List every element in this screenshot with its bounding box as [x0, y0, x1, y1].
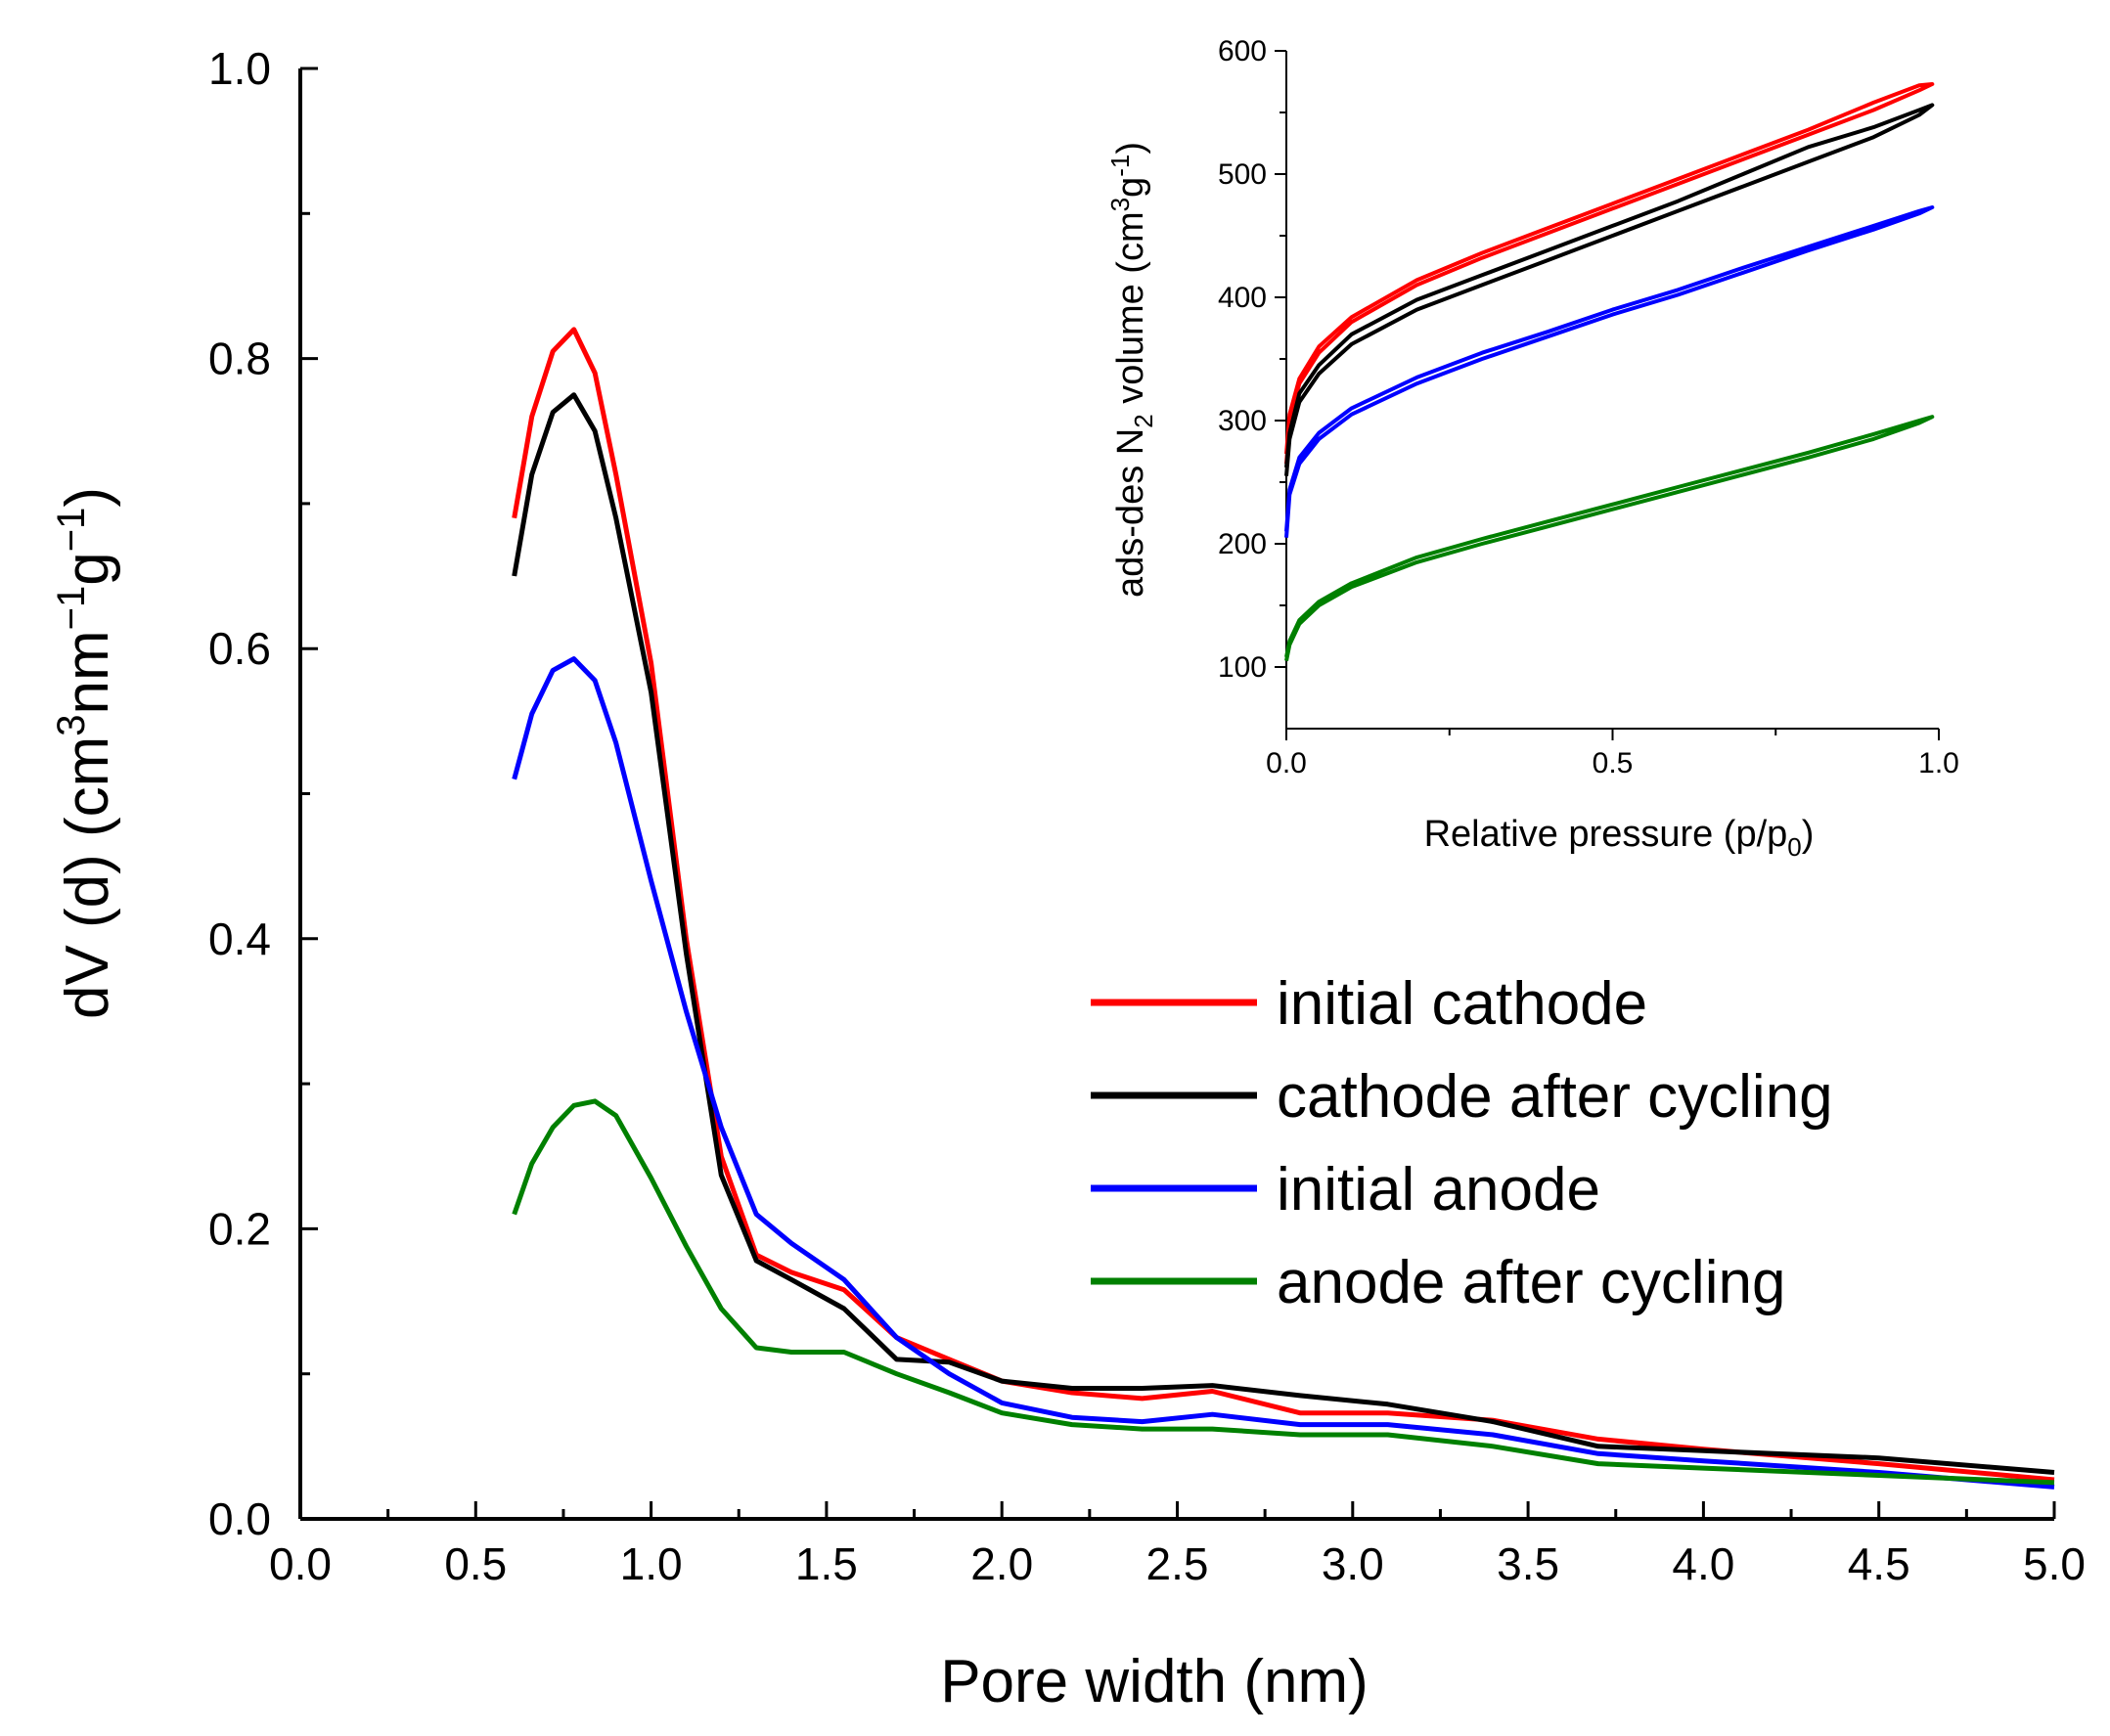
inset-x-tick-label: 0.5: [1593, 747, 1634, 779]
main-series-line-cathode-after-cycling: [512, 392, 2055, 1475]
main-x-tick-label: 4.0: [1672, 1538, 1734, 1589]
main-series-group: [512, 327, 2055, 1490]
main-y-tick-label: 0.4: [208, 913, 271, 964]
legend-label-initial-cathode: initial cathode: [1277, 970, 1647, 1038]
inset-x-axis-title: Relative pressure (p/p0): [1424, 814, 1815, 862]
legend-label-initial-anode: initial anode: [1277, 1156, 1600, 1224]
legend-label-anode-after-cycling: anode after cycling: [1277, 1249, 1785, 1316]
inset-x-tick-label: 1.0: [1918, 747, 1959, 779]
main-x-tick-label: 3.0: [1322, 1538, 1384, 1589]
legend: initial cathode cathode after cycling in…: [1091, 970, 1833, 1316]
inset-series-line-anode-after-cycling: [1284, 415, 1935, 662]
main-y-tick-label: 1.0: [208, 43, 271, 94]
main-x-tick-label: 0.0: [269, 1538, 332, 1589]
inset-y-axis-title: ads-des N2 volume (cm3g-1): [1105, 142, 1158, 598]
inset-tick-labels: 0.0 0.5 1.0 100 200 300 400 500 600: [1218, 35, 1959, 779]
inset-series-line-cathode-after-cycling: [1284, 103, 1935, 476]
main-y-tick-label: 0.0: [208, 1493, 271, 1544]
legend-label-cathode-after-cycling: cathode after cycling: [1277, 1063, 1833, 1131]
inset-y-tick-label: 400: [1218, 282, 1267, 314]
main-x-tick-label: 2.5: [1146, 1538, 1209, 1589]
inset-series-group: [1284, 82, 1935, 662]
main-x-tick-label: 1.5: [795, 1538, 858, 1589]
main-tick-labels: 0.0 0.5 1.0 1.5 2.0 2.5 3.0 3.5 4.0 4.5 5.0 0.0 0.2 0…: [208, 43, 2086, 1589]
main-y-tick-label: 0.8: [208, 334, 271, 384]
main-y-tick-label: 0.6: [208, 623, 271, 674]
main-x-tick-label: 3.5: [1497, 1538, 1559, 1589]
inset-y-tick-label: 600: [1218, 35, 1267, 67]
inset-axes: [1275, 50, 1940, 740]
inset-series-line-initial-cathode: [1284, 82, 1935, 465]
main-x-tick-label: 4.5: [1848, 1538, 1910, 1589]
inset-y-tick-label: 500: [1218, 158, 1267, 191]
main-x-axis-title: Pore width (nm): [940, 1648, 1369, 1715]
main-series-line-initial-anode: [512, 656, 2055, 1490]
main-series-line-anode-after-cycling: [512, 1098, 2055, 1486]
main-x-tick-label: 0.5: [444, 1538, 507, 1589]
main-x-tick-label: 1.0: [620, 1538, 683, 1589]
inset-y-tick-label: 300: [1218, 405, 1267, 437]
main-axes: [298, 67, 2056, 1521]
inset-y-tick-label: 100: [1218, 651, 1267, 684]
main-x-tick-label: 5.0: [2023, 1538, 2086, 1589]
main-y-tick-label: 0.2: [208, 1203, 271, 1254]
inset-series-line-initial-anode: [1284, 205, 1935, 538]
main-y-axis-title: dV (d) (cm3nm−1g−1): [50, 487, 121, 1019]
inset-x-tick-label: 0.0: [1266, 747, 1307, 779]
inset-y-tick-label: 200: [1218, 528, 1267, 560]
main-x-tick-label: 2.0: [970, 1538, 1033, 1589]
